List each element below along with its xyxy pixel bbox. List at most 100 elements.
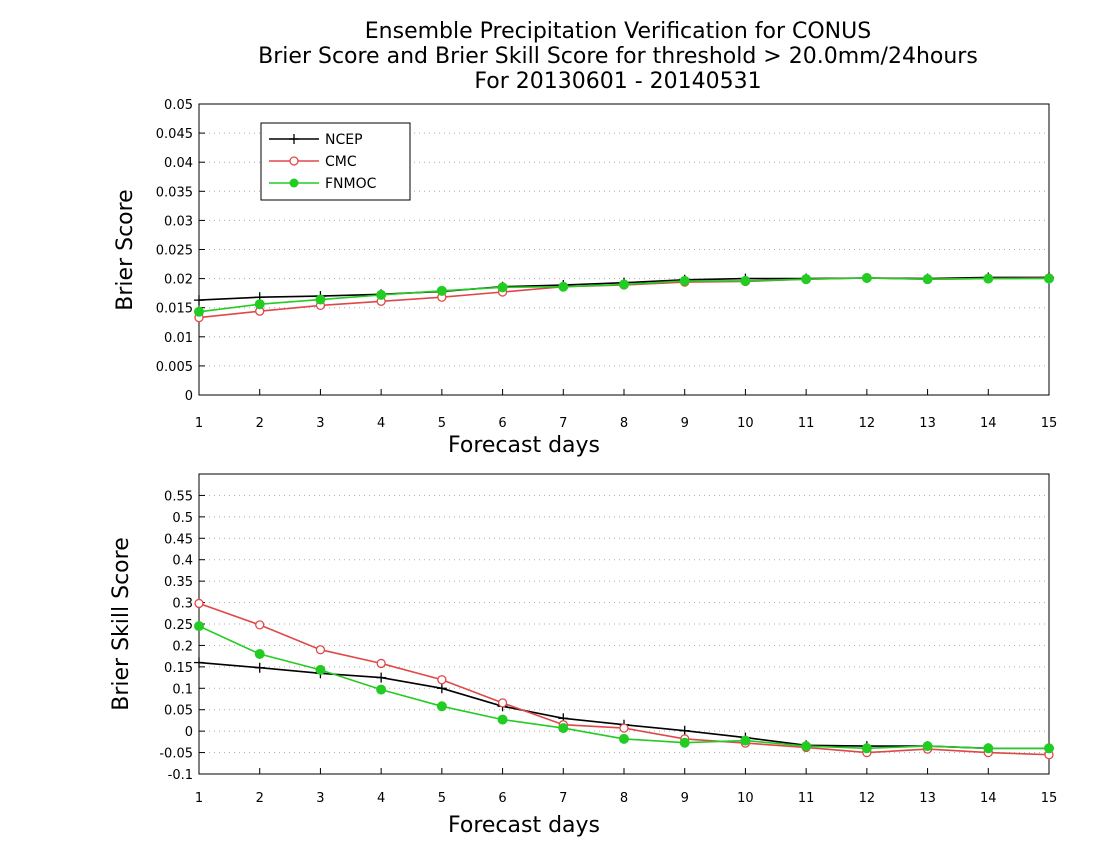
series-fnmoc xyxy=(194,621,1054,754)
data-point xyxy=(436,285,447,296)
y-axis-label: Brier Skill Score xyxy=(109,537,134,710)
data-point xyxy=(194,657,204,668)
data-point xyxy=(558,281,569,292)
figure-title: Ensemble Precipitation Verification for … xyxy=(258,19,978,94)
x-tick-label: 15 xyxy=(1041,791,1058,806)
x-tick-label: 2 xyxy=(256,416,264,431)
y-tick-label: 0.55 xyxy=(164,489,193,504)
y-tick-label: 0.2 xyxy=(172,639,193,654)
y-tick-label: 0.035 xyxy=(156,185,193,200)
data-point xyxy=(619,723,629,733)
data-point xyxy=(254,299,265,310)
legend-label: CMC xyxy=(325,154,357,170)
data-point xyxy=(922,741,933,752)
title-line-2: Brier Score and Brier Skill Score for th… xyxy=(258,44,978,69)
data-point xyxy=(619,733,629,744)
y-tick-label: 0.4 xyxy=(172,554,193,569)
title-line-1: Ensemble Precipitation Verification for … xyxy=(365,19,871,44)
data-point xyxy=(861,743,872,754)
data-point xyxy=(679,275,690,286)
x-tick-label: 3 xyxy=(316,791,324,806)
x-tick-label: 13 xyxy=(919,416,936,431)
x-tick-label: 4 xyxy=(377,416,385,431)
x-axis: 1 2 3 4 5 6 7 8 9 10 11 12 13 14 15 xyxy=(195,389,1057,431)
data-point xyxy=(801,274,812,285)
x-tick-label: 10 xyxy=(737,416,754,431)
x-tick-label: 2 xyxy=(256,791,264,806)
title-line-3: For 20130601 - 20140531 xyxy=(474,69,761,94)
legend-marker xyxy=(289,156,299,166)
y-tick-label: 0.15 xyxy=(164,661,193,676)
legend-marker xyxy=(289,178,299,188)
x-tick-label: 11 xyxy=(798,791,815,806)
data-point xyxy=(436,683,447,694)
x-tick-label: 8 xyxy=(620,791,628,806)
gridlines xyxy=(199,494,1049,754)
y-tick-label: -0.05 xyxy=(159,747,193,762)
y-tick-label: 0.25 xyxy=(164,618,193,633)
y-tick-label: 0.35 xyxy=(164,575,193,590)
x-axis-label: Forecast days xyxy=(448,813,600,838)
y-tick-label: 0.02 xyxy=(164,273,193,288)
x-tick-label: 8 xyxy=(620,416,628,431)
x-tick-label: 13 xyxy=(919,791,936,806)
data-point xyxy=(497,282,508,293)
y-tick-label: 0.1 xyxy=(172,682,193,697)
x-tick-label: 6 xyxy=(498,416,506,431)
data-point xyxy=(437,675,447,685)
legend: NCEP CMC FNMOC xyxy=(260,122,411,201)
y-tick-label: 0.045 xyxy=(156,127,193,142)
x-tick-label: 5 xyxy=(438,416,446,431)
y-tick-label: 0 xyxy=(185,725,193,740)
data-point xyxy=(376,289,387,300)
x-tick-label: 9 xyxy=(681,791,689,806)
x-tick-label: 6 xyxy=(498,791,506,806)
x-axis-label: Forecast days xyxy=(448,433,600,458)
legend-label: FNMOC xyxy=(325,176,377,192)
data-point xyxy=(922,274,933,285)
data-point xyxy=(315,645,326,655)
y-tick-label: -0.1 xyxy=(168,768,193,783)
data-point xyxy=(376,658,386,669)
y-axis: -0.1 -0.05 0 0.05 0.1 0.15 0.2 0.25 0.3 0.35 0.4 0.… xyxy=(159,489,205,783)
x-tick-label: 10 xyxy=(737,791,754,806)
legend-label: NCEP xyxy=(325,132,363,148)
data-point xyxy=(801,741,812,752)
y-axis: 0 0.005 0.01 0.015 0.02 0.025 0.03 0.035 0.04 0.0… xyxy=(156,98,205,404)
data-point xyxy=(983,743,994,754)
x-tick-label: 11 xyxy=(798,416,815,431)
y-tick-label: 0.005 xyxy=(156,360,193,375)
x-tick-label: 1 xyxy=(195,791,203,806)
data-point xyxy=(740,275,751,286)
y-tick-label: 0.3 xyxy=(172,597,193,612)
legend-entry-fnmoc: FNMOC xyxy=(269,176,377,192)
data-point xyxy=(315,664,326,675)
brier-skill-score-panel: -0.1 -0.05 0 0.05 0.1 0.15 0.2 0.25 0.3 0.35 0.4 0.… xyxy=(109,473,1057,838)
y-tick-label: 0.015 xyxy=(156,302,193,317)
data-point xyxy=(861,273,872,284)
y-tick-label: 0.01 xyxy=(164,331,193,346)
x-tick-label: 5 xyxy=(438,791,446,806)
data-point xyxy=(679,725,690,736)
data-point xyxy=(376,684,387,695)
legend-entry-ncep: NCEP xyxy=(269,132,363,148)
data-point xyxy=(497,714,508,725)
data-point xyxy=(254,649,265,659)
data-point xyxy=(255,620,265,630)
x-tick-label: 9 xyxy=(681,416,689,431)
y-tick-label: 0.5 xyxy=(172,511,193,526)
data-point xyxy=(1044,273,1054,284)
x-tick-label: 15 xyxy=(1041,416,1058,431)
series-fnmoc xyxy=(194,273,1054,317)
data-point xyxy=(194,621,204,632)
data-point xyxy=(194,306,204,317)
y-tick-label: 0.45 xyxy=(164,532,193,547)
x-tick-label: 1 xyxy=(195,416,203,431)
data-point xyxy=(254,662,265,673)
y-tick-label: 0.025 xyxy=(156,244,193,259)
x-axis: 1 2 3 4 5 6 7 8 9 10 11 12 13 14 15 xyxy=(195,768,1057,806)
data-point xyxy=(315,294,326,305)
y-tick-label: 0 xyxy=(185,389,193,404)
x-tick-label: 12 xyxy=(859,416,876,431)
